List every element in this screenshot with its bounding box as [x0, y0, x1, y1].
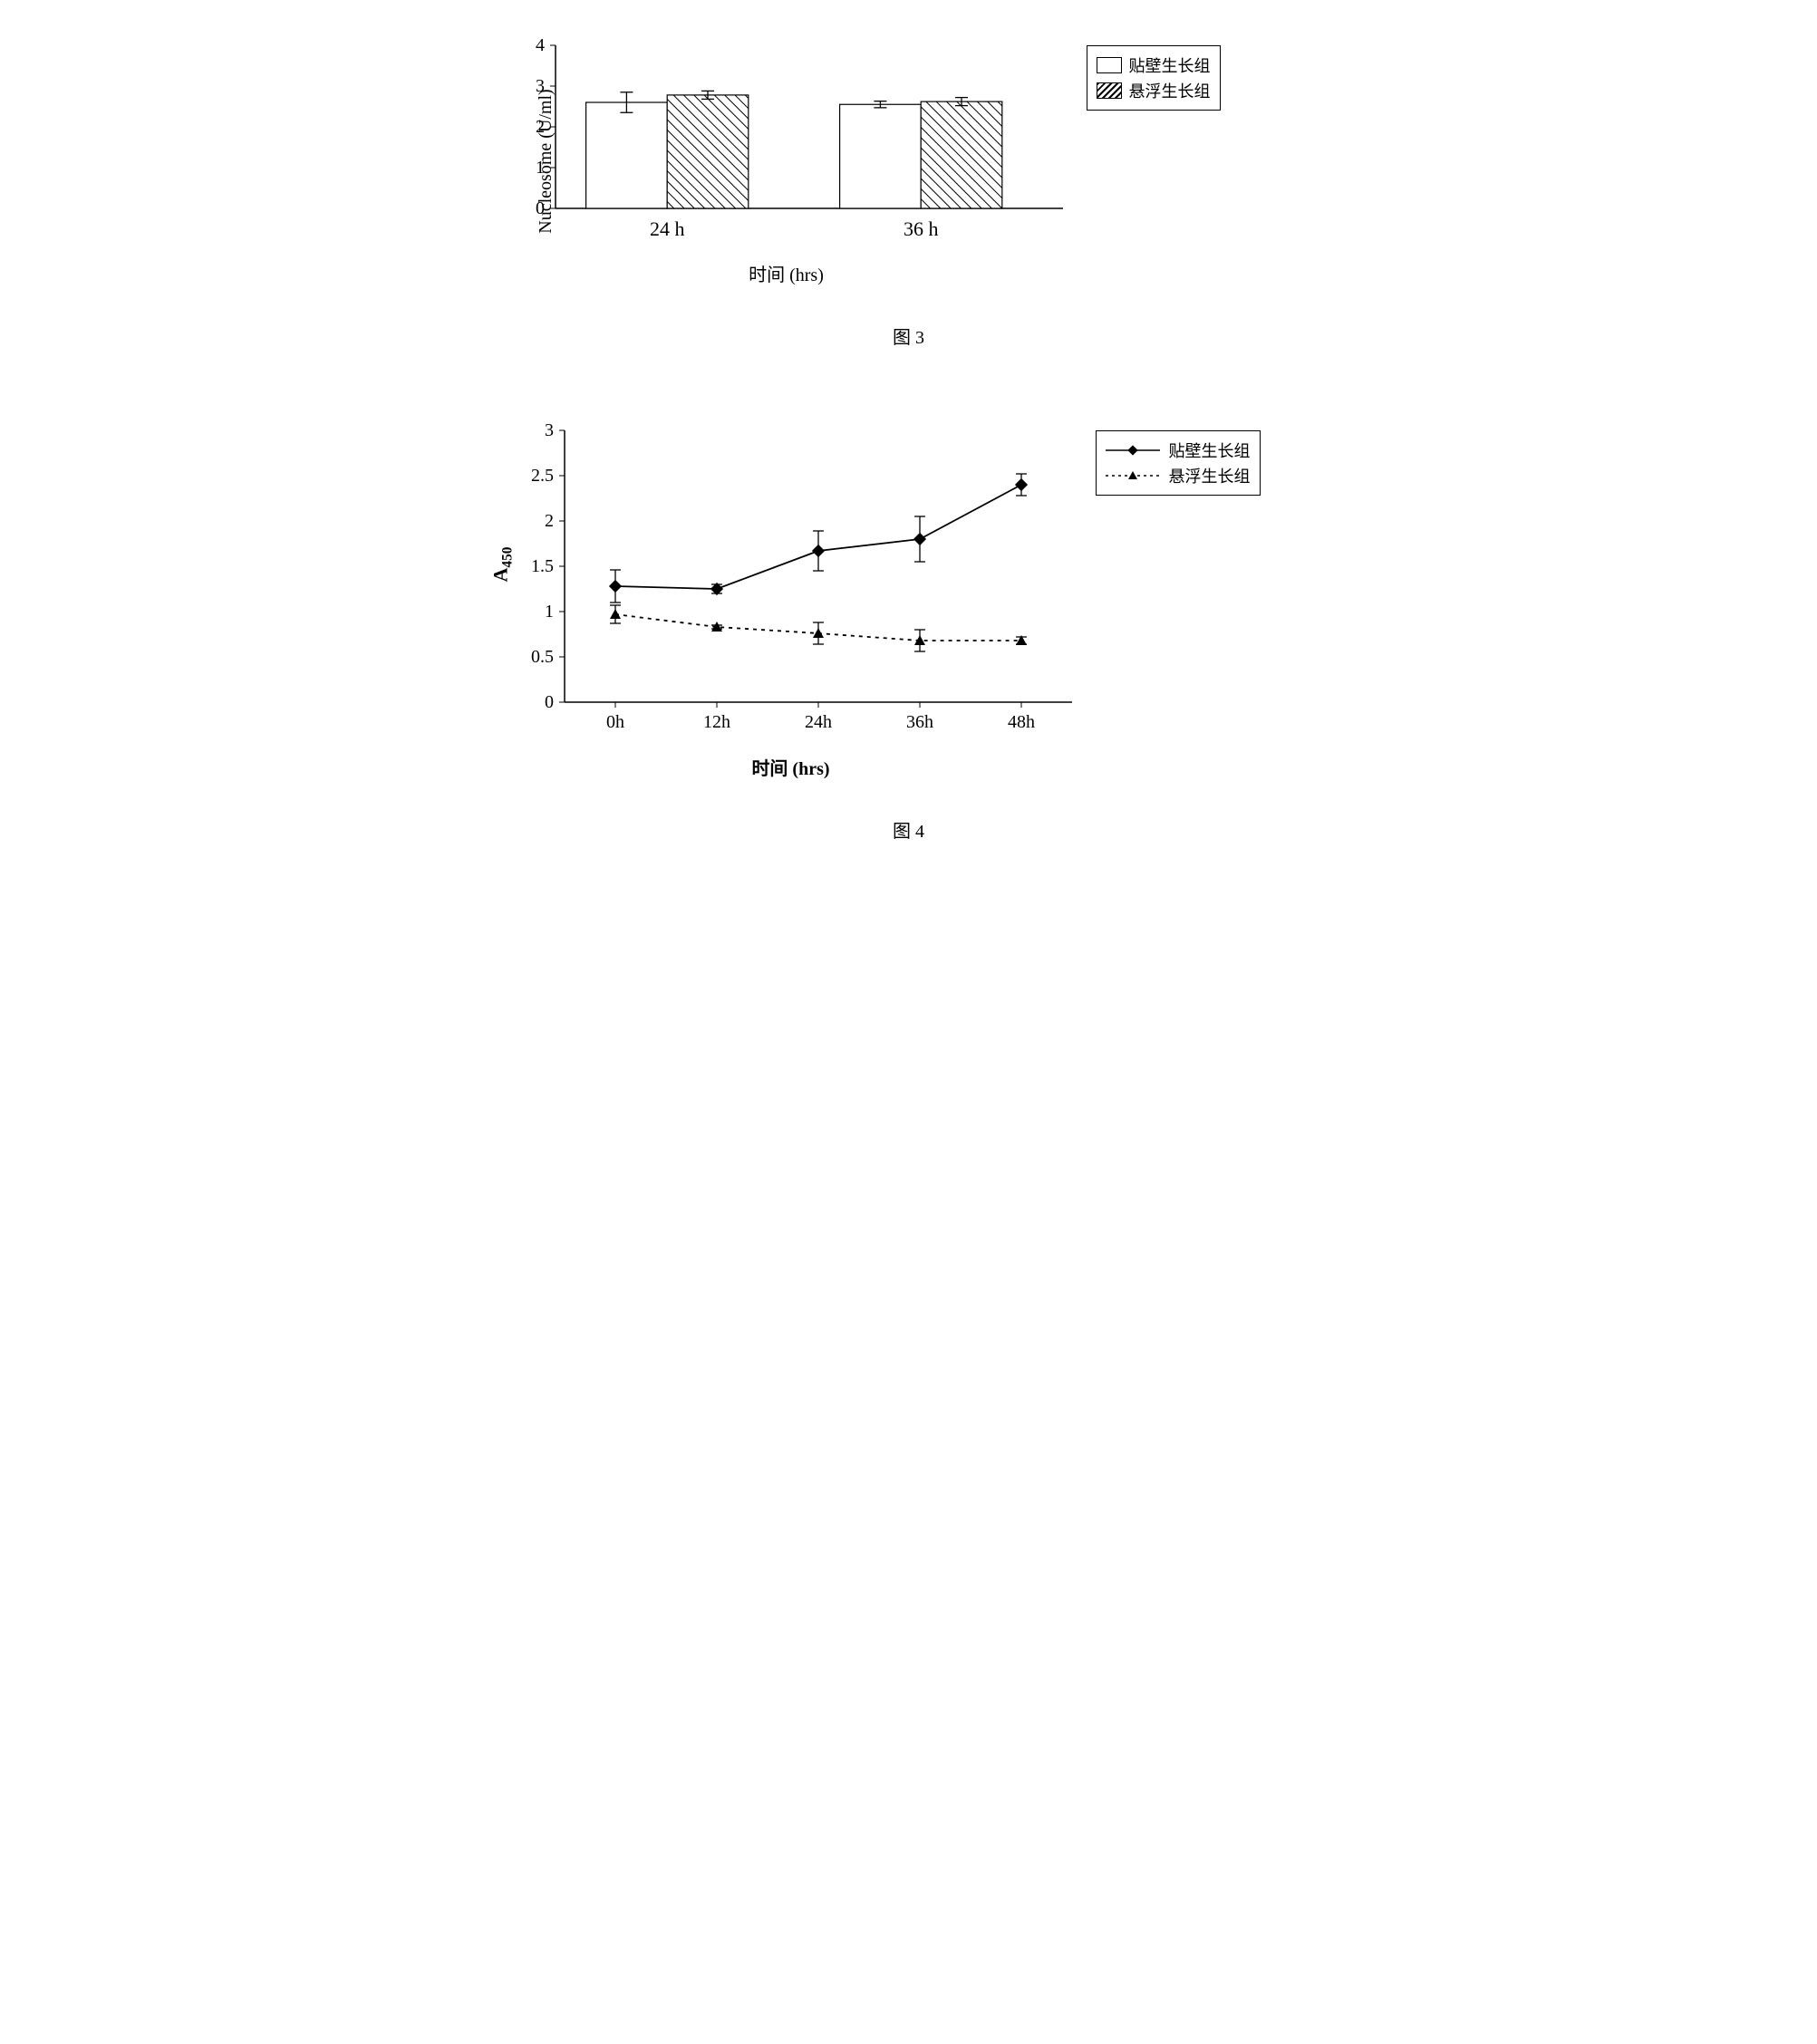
legend-item: 贴壁生长组 — [1097, 53, 1211, 77]
svg-text:2.5: 2.5 — [531, 466, 554, 486]
figure-3-xlabel: 时间 (hrs) — [501, 260, 1072, 286]
svg-text:0h: 0h — [606, 712, 624, 732]
figure-3-chart-wrap: Nucleosome (U/ml) 0123424 h36 h 时间 (hrs)… — [501, 36, 1317, 286]
figure-4-ylabel-sub: 450 — [499, 547, 515, 568]
figure-4-svg: 0 0.5 1 1.5 2 2.5 3 0h 12h 24h 36h 48h — [501, 421, 1081, 738]
figure-4-xlabel: 时间 (hrs) — [501, 754, 1081, 780]
legend-item: 悬浮生长组 — [1106, 464, 1251, 487]
legend-line-solid — [1106, 441, 1160, 459]
legend-label: 贴壁生长组 — [1169, 439, 1251, 462]
legend-swatch-white — [1097, 57, 1122, 73]
svg-text:24 h: 24 h — [649, 217, 684, 240]
figure-3-caption: 图 3 — [501, 323, 1317, 349]
svg-text:12h: 12h — [703, 712, 730, 732]
svg-text:36h: 36h — [906, 712, 933, 732]
svg-text:1.5: 1.5 — [531, 556, 554, 576]
svg-text:1: 1 — [545, 602, 554, 622]
figure-3-svg: 0123424 h36 h — [501, 36, 1072, 245]
legend-item: 贴壁生长组 — [1106, 439, 1251, 462]
legend-item: 悬浮生长组 — [1097, 79, 1211, 102]
svg-text:0.5: 0.5 — [531, 647, 554, 667]
figure-4-ylabel-main: A — [488, 568, 511, 583]
figure-3-ylabel: Nucleosome (U/ml) — [536, 89, 556, 233]
legend-label: 悬浮生长组 — [1169, 464, 1251, 487]
figure-4-legend: 贴壁生长组 悬浮生长组 — [1096, 430, 1261, 496]
figure-4-plot-box: A450 00.511.522.530h12h24h36h48h 时间 (hrs… — [501, 421, 1081, 780]
figure-4-caption: 图 4 — [501, 816, 1317, 843]
figure-4-chart-wrap: A450 00.511.522.530h12h24h36h48h 时间 (hrs… — [501, 421, 1317, 780]
svg-text:2: 2 — [545, 511, 554, 531]
figure-3-legend: 贴壁生长组 悬浮生长组 — [1087, 45, 1221, 111]
legend-line-dotted — [1106, 467, 1160, 485]
svg-text:36 h: 36 h — [903, 217, 937, 240]
figure-3-plot-box: Nucleosome (U/ml) 0123424 h36 h 时间 (hrs) — [501, 36, 1072, 286]
svg-text:3: 3 — [545, 421, 554, 440]
figure-4-ylabel: A450 — [488, 547, 516, 583]
legend-swatch-hatched — [1097, 82, 1122, 99]
svg-text:48h: 48h — [1008, 712, 1035, 732]
figure-4: A450 00.511.522.530h12h24h36h48h 时间 (hrs… — [501, 421, 1317, 843]
svg-text:0: 0 — [545, 692, 554, 712]
svg-text:4: 4 — [536, 36, 545, 55]
svg-text:24h: 24h — [805, 712, 832, 732]
legend-label: 悬浮生长组 — [1129, 79, 1211, 102]
figure-3: Nucleosome (U/ml) 0123424 h36 h 时间 (hrs)… — [501, 36, 1317, 349]
legend-label: 贴壁生长组 — [1129, 53, 1211, 77]
